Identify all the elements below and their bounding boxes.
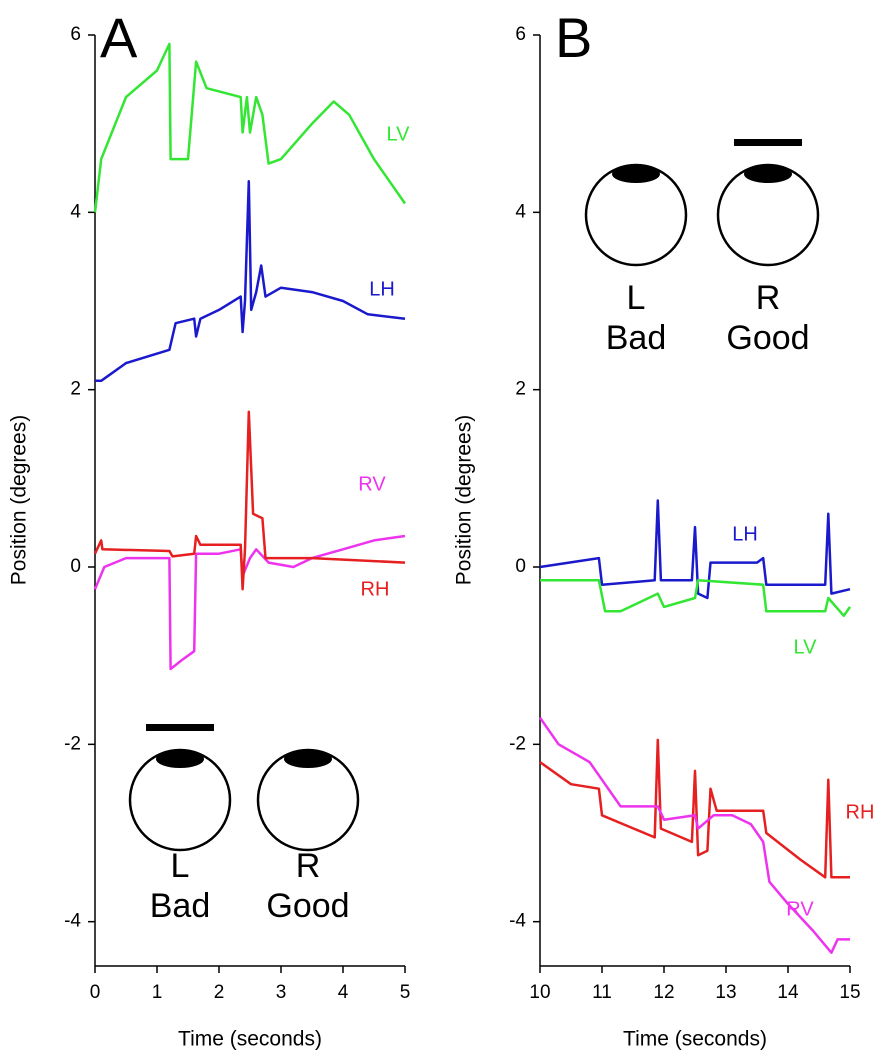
eye-condition: Good [726, 319, 809, 357]
y-tick-label: 2 [515, 379, 526, 400]
x-tick-label: 14 [777, 982, 799, 1003]
x-tick-label: 1 [152, 982, 163, 1003]
y-axis-label: Position (degrees) [8, 415, 31, 585]
series-label: RV [786, 898, 814, 920]
eye-label: L [627, 279, 646, 317]
x-tick-label: 10 [529, 982, 550, 1003]
eye-label: R [756, 279, 781, 317]
x-tick-label: 12 [653, 982, 674, 1003]
series-label: RV [358, 473, 386, 495]
series-line [538, 716, 850, 954]
x-axis-label: Time (seconds) [178, 1028, 322, 1051]
x-tick-label: 0 [90, 982, 101, 1003]
series-label: LV [387, 123, 411, 145]
series-label: LH [369, 278, 395, 300]
x-tick-label: 3 [276, 982, 287, 1003]
eye-condition: Bad [150, 887, 211, 925]
x-tick-label: 11 [592, 982, 612, 1003]
series-line [93, 42, 407, 213]
y-tick-label: -2 [509, 733, 526, 754]
y-tick-label: 4 [515, 201, 526, 222]
eye-label: L [171, 847, 190, 885]
y-tick-label: -4 [509, 911, 526, 932]
series-line [539, 738, 850, 879]
eye-label: R [296, 847, 321, 885]
y-tick-label: 0 [70, 556, 81, 577]
eye-cover [146, 724, 214, 731]
y-tick-label: 0 [515, 556, 526, 577]
y-axis-label: Position (degrees) [453, 415, 476, 585]
y-tick-label: -2 [64, 733, 81, 754]
eye-cover [734, 139, 802, 146]
series-label: RH [361, 578, 390, 600]
series-label: RH [846, 801, 875, 823]
y-tick-label: -4 [64, 911, 81, 932]
eye-pupil [612, 165, 660, 183]
y-tick-label: 4 [70, 201, 81, 222]
x-axis-label: Time (seconds) [623, 1028, 767, 1051]
y-tick-label: 6 [515, 24, 526, 45]
series-label: LH [732, 523, 758, 545]
series-label: LV [794, 636, 818, 658]
series-line [539, 499, 851, 600]
x-tick-label: 4 [338, 982, 349, 1003]
series-line [93, 534, 406, 671]
eye-pupil [156, 750, 204, 768]
eye-pupil [284, 750, 332, 768]
y-tick-label: 6 [70, 24, 81, 45]
panel-letter: B [555, 6, 592, 69]
series-line [540, 579, 852, 618]
panel-letter: A [100, 6, 138, 69]
eye-pupil [744, 165, 792, 183]
series-line [95, 180, 406, 383]
series-line [93, 410, 406, 591]
eye-condition: Good [266, 887, 349, 925]
y-tick-label: 2 [70, 379, 81, 400]
x-tick-label: 2 [214, 982, 225, 1003]
x-tick-label: 5 [400, 982, 411, 1003]
x-tick-label: 15 [839, 982, 860, 1003]
eye-condition: Bad [606, 319, 667, 357]
x-tick-label: 13 [715, 982, 736, 1003]
